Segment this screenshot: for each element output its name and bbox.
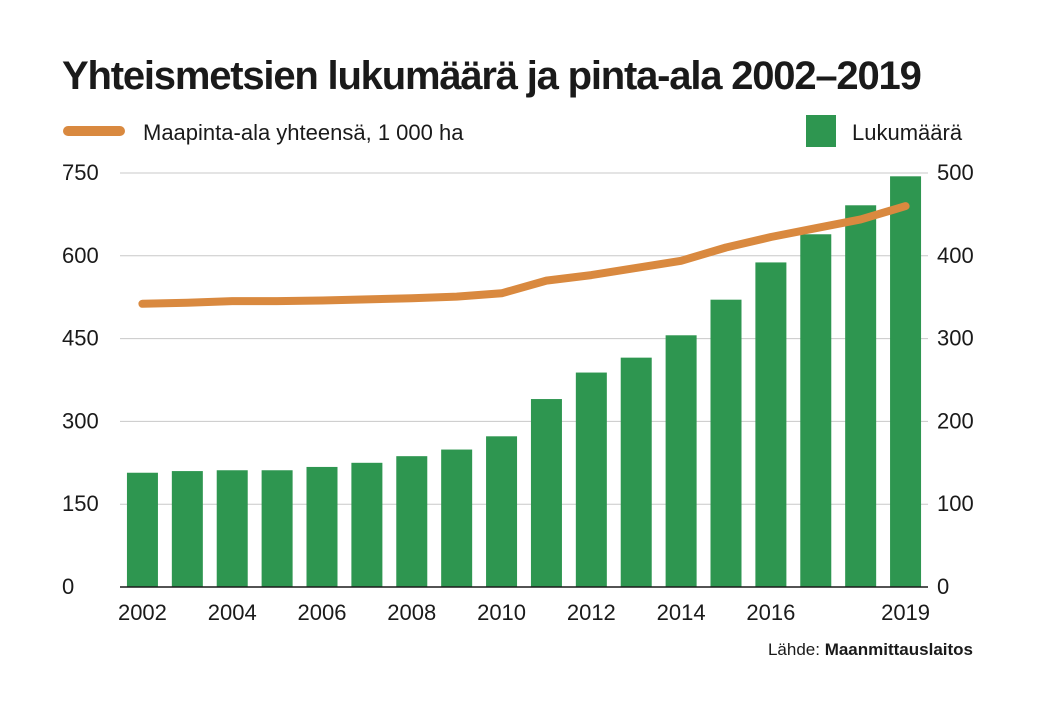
x-tick-label: 2004	[208, 600, 257, 625]
x-tick-label: 2014	[657, 600, 706, 625]
x-tick-label: 2006	[298, 600, 347, 625]
y-left-tick-label: 750	[62, 160, 99, 185]
legend: Maapinta-ala yhteensä, 1 000 ha Lukumäär…	[63, 115, 963, 147]
chart-title: Yhteismetsien lukumäärä ja pinta-ala 200…	[62, 54, 922, 98]
area-line	[138, 202, 910, 308]
legend-bar-swatch	[806, 115, 836, 147]
bar	[351, 462, 383, 587]
bars	[126, 176, 922, 588]
legend-line-label: Maapinta-ala yhteensä, 1 000 ha	[143, 120, 464, 145]
source-note: Lähde: Maanmittauslaitos	[768, 640, 973, 660]
bar	[171, 471, 203, 587]
bar	[710, 299, 742, 587]
bar	[800, 234, 832, 587]
bar	[306, 466, 338, 587]
bar	[530, 399, 562, 587]
bar	[441, 449, 473, 587]
y-left-tick-label: 600	[62, 243, 99, 268]
bar	[890, 176, 922, 587]
x-tick-label: 2019	[881, 600, 930, 625]
bar	[396, 456, 428, 587]
bar	[575, 372, 607, 587]
gridlines	[120, 172, 928, 505]
y-right-tick-label: 200	[937, 408, 974, 433]
source-label: Lähde:	[767, 640, 820, 659]
source-name: Maanmittauslaitos	[824, 640, 973, 659]
bar	[845, 205, 877, 588]
x-tick-label: 2010	[477, 600, 526, 625]
y-right-tick-label: 0	[937, 574, 949, 599]
y-left-tick-label: 150	[62, 491, 99, 516]
x-tick-label: 2002	[118, 600, 167, 625]
bar	[126, 472, 158, 587]
bar	[665, 335, 697, 587]
bar	[755, 262, 787, 587]
y-left-tick-label: 450	[62, 326, 99, 351]
y-right-tick-label: 100	[937, 491, 974, 516]
y-right-tick-label: 500	[937, 160, 974, 185]
y-left-tick-label: 300	[62, 408, 99, 433]
y-right-tick-label: 400	[937, 243, 974, 268]
bar	[620, 357, 652, 587]
bar	[261, 470, 293, 587]
x-tick-label: 2016	[746, 600, 795, 625]
line-series	[138, 202, 910, 308]
legend-bar-label: Lukumäärä	[852, 120, 963, 145]
axes: 0 150 300 450 600 750 0 100 200 300 400 500 2002 2004…	[62, 160, 974, 625]
x-tick-label: 2012	[567, 600, 616, 625]
y-right-tick-label: 300	[937, 326, 974, 351]
y-left-tick-label: 0	[62, 574, 74, 599]
bar	[486, 436, 518, 587]
x-tick-label: 2008	[387, 600, 436, 625]
bar	[216, 470, 248, 587]
